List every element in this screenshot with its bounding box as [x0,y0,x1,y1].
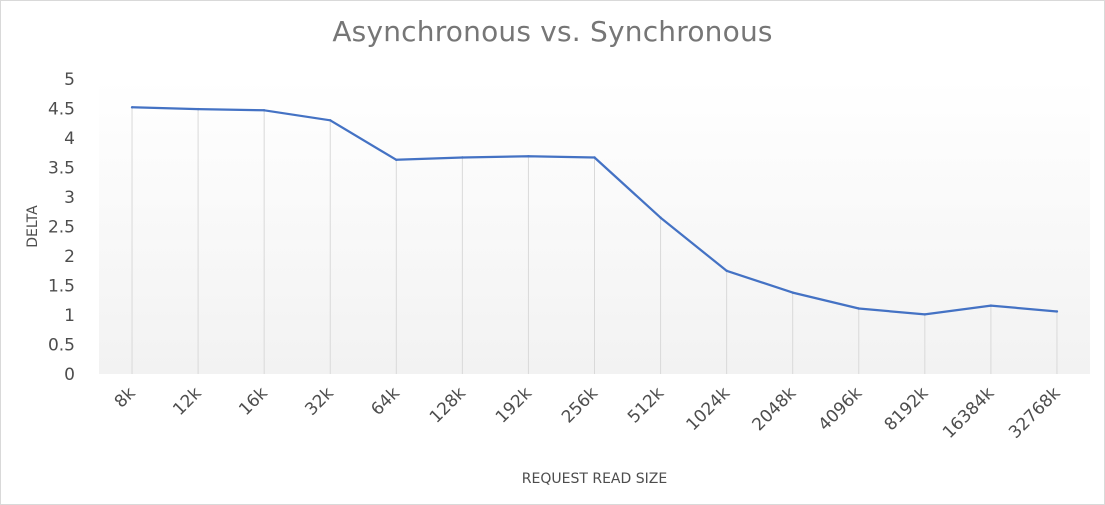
y-tick-label: 0 [64,365,75,385]
y-tick-label: 4 [64,129,75,149]
x-tick-label: 8192k [881,383,933,435]
data-point-12k [196,107,200,111]
y-tick-label: 2 [64,247,75,267]
y-tick-label: 4.5 [48,100,75,120]
x-tick-label: 32k [301,383,338,420]
data-point-2048k [791,291,794,294]
x-tick-label: 16384k [939,383,998,442]
data-point-4096k [857,307,860,310]
y-tick-label: 3 [64,188,75,208]
x-tick-label: 128k [426,383,470,427]
y-tick-label: 0.5 [48,336,75,356]
x-axis-label: REQUEST READ SIZE [522,471,667,487]
data-point-8k [130,106,134,109]
data-point-8192k [923,313,927,316]
data-point-16k [262,109,266,112]
x-tick-label: 12k [169,383,206,420]
data-point-32k [329,119,332,122]
y-tick-label: 1 [64,306,75,326]
data-point-512k [659,216,662,219]
x-tick-label: 16k [235,383,272,420]
chart-title: Asynchronous vs. Synchronous [332,15,773,48]
y-axis-ticks: 0 0.5 1 1.5 2 2.5 3 3.5 4 4.5 5 [48,70,75,385]
x-tick-label: 192k [492,383,536,427]
data-point-192k [527,155,530,158]
x-tick-label: 64k [367,383,404,420]
x-tick-label: 512k [624,383,668,427]
x-tick-label: 2048k [749,383,801,435]
data-point-16384k [989,304,993,307]
data-point-128k [461,156,464,159]
gridlines [131,107,1058,374]
data-point-1024k [725,269,728,272]
data-point-32768k [1055,310,1059,313]
y-axis-label: DELTA [25,205,41,248]
y-tick-label: 2.5 [48,218,75,238]
x-axis-ticks: 8k 12k 16k 32k 64k 128k 192k 256k 512k 1024k 2048k… [111,383,1065,442]
y-tick-label: 5 [64,70,75,90]
x-tick-label: 256k [558,383,602,427]
data-point-64k [395,158,398,162]
x-tick-label: 8k [111,383,140,412]
series-layer [130,106,1059,316]
y-tick-label: 1.5 [48,277,75,297]
x-tick-label: 1024k [682,383,734,435]
x-tick-label: 4096k [815,383,867,435]
x-tick-label: 32768k [1005,383,1064,442]
y-tick-label: 3.5 [48,159,75,179]
data-point-256k [593,156,596,159]
